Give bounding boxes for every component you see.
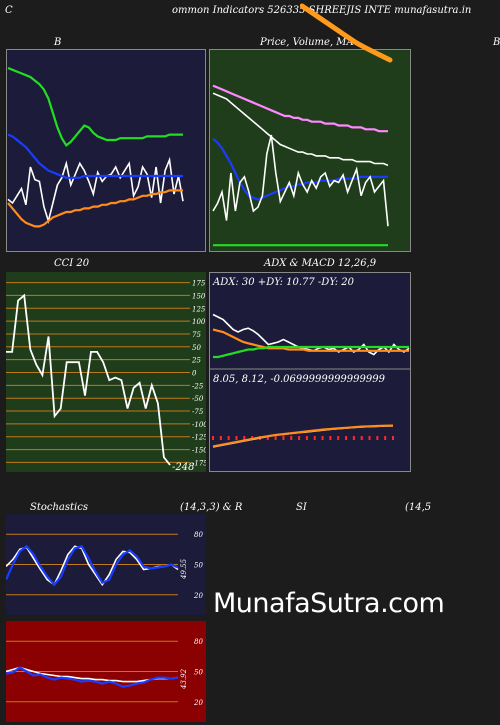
stoch-chart: 80 50 20 49.55 <box>6 514 206 615</box>
stoch-last-value-label: 49.55 <box>180 558 188 580</box>
cci-tick-label-4: 75 <box>192 331 201 339</box>
bb-series-1 <box>7 156 184 224</box>
price-chart-bg <box>209 49 411 252</box>
adx-series-2 <box>213 345 409 359</box>
cci-tick-label-9: -50 <box>192 395 204 403</box>
cci-tick-label-12: -125 <box>192 434 206 442</box>
si-title: SI <box>296 502 307 513</box>
stoch-tick-label-1: 50 <box>194 562 203 570</box>
cci-tick-label-5: 50 <box>192 344 201 352</box>
rsi-chart: 80 50 20 43.92 <box>6 621 206 722</box>
price-ma-title: Price, Volume, MA <box>260 37 354 48</box>
rsi-last-value-label: 43.92 <box>180 668 188 690</box>
watermark: MunafaSutra.com <box>213 588 445 619</box>
stoch-tick-label-0: 80 <box>194 531 203 539</box>
cci-tick-label-13: -150 <box>192 447 206 455</box>
bb-series-0 <box>7 66 183 148</box>
price-series-1 <box>212 84 388 133</box>
cci-tick-label-14: -175 <box>192 459 206 467</box>
cci-tick-label-11: -100 <box>192 421 206 429</box>
cci-tick-label-10: -75 <box>192 408 204 416</box>
cci-series-0 <box>6 293 171 466</box>
right-edge-title: B <box>493 37 500 48</box>
bb-chart-bg <box>6 49 206 252</box>
cci-title: CCI 20 <box>54 258 90 269</box>
bb-series-2 <box>7 133 183 179</box>
rsi-tick-label-0: 80 <box>194 638 203 646</box>
adx-series-1 <box>212 328 409 352</box>
price-chart <box>209 49 411 252</box>
price-series-0 <box>212 92 389 167</box>
header-title: ommon Indicators 526335 SHREEJIS INTE mu… <box>172 5 472 16</box>
header-left-letter: C <box>5 5 13 16</box>
price-overlay-line <box>300 3 393 63</box>
bb-chart <box>6 49 206 252</box>
macd-series-1 <box>212 424 394 448</box>
rsi-params: (14,5 <box>405 502 432 513</box>
cci-last-value-label: -248 <box>172 462 194 472</box>
macd-readout: 8.05, 8.12, -0.0699999999999999 <box>213 374 386 385</box>
rsi-series-1 <box>6 666 179 688</box>
cci-tick-label-2: 125 <box>192 305 206 313</box>
rsi-tick-label-2: 20 <box>193 699 203 707</box>
stoch-title: Stochastics <box>30 502 88 513</box>
cci-tick-label-3: 100 <box>192 318 206 326</box>
stoch-tick-label-2: 20 <box>193 592 203 600</box>
cci-chart: 175 150 125 100 75 50 25 0 -25 -50 -75 -100 -125 -150… <box>6 272 206 472</box>
rsi-tick-label-1: 50 <box>194 669 203 677</box>
adx-macd-chart: ADX: 30 +DY: 10.77 -DY: 20 8.05, 8.12, -… <box>209 272 411 472</box>
stoch-series-1 <box>6 544 179 587</box>
price-overlay <box>300 3 393 63</box>
adx-macd-title: ADX & MACD 12,26,9 <box>264 258 377 269</box>
stoch-params: (14,3,3) & R <box>180 502 243 513</box>
cci-tick-label-1: 150 <box>192 292 206 300</box>
bb-title: B <box>54 37 62 48</box>
cci-tick-label-0: 175 <box>192 280 206 288</box>
cci-tick-label-7: 0 <box>192 370 197 378</box>
price-series-3 <box>212 134 389 227</box>
cci-tick-label-6: 25 <box>191 357 201 365</box>
bb-series-3 <box>7 189 183 228</box>
adx-readout: ADX: 30 +DY: 10.77 -DY: 20 <box>212 277 355 288</box>
cci-tick-label-8: -25 <box>192 382 204 390</box>
